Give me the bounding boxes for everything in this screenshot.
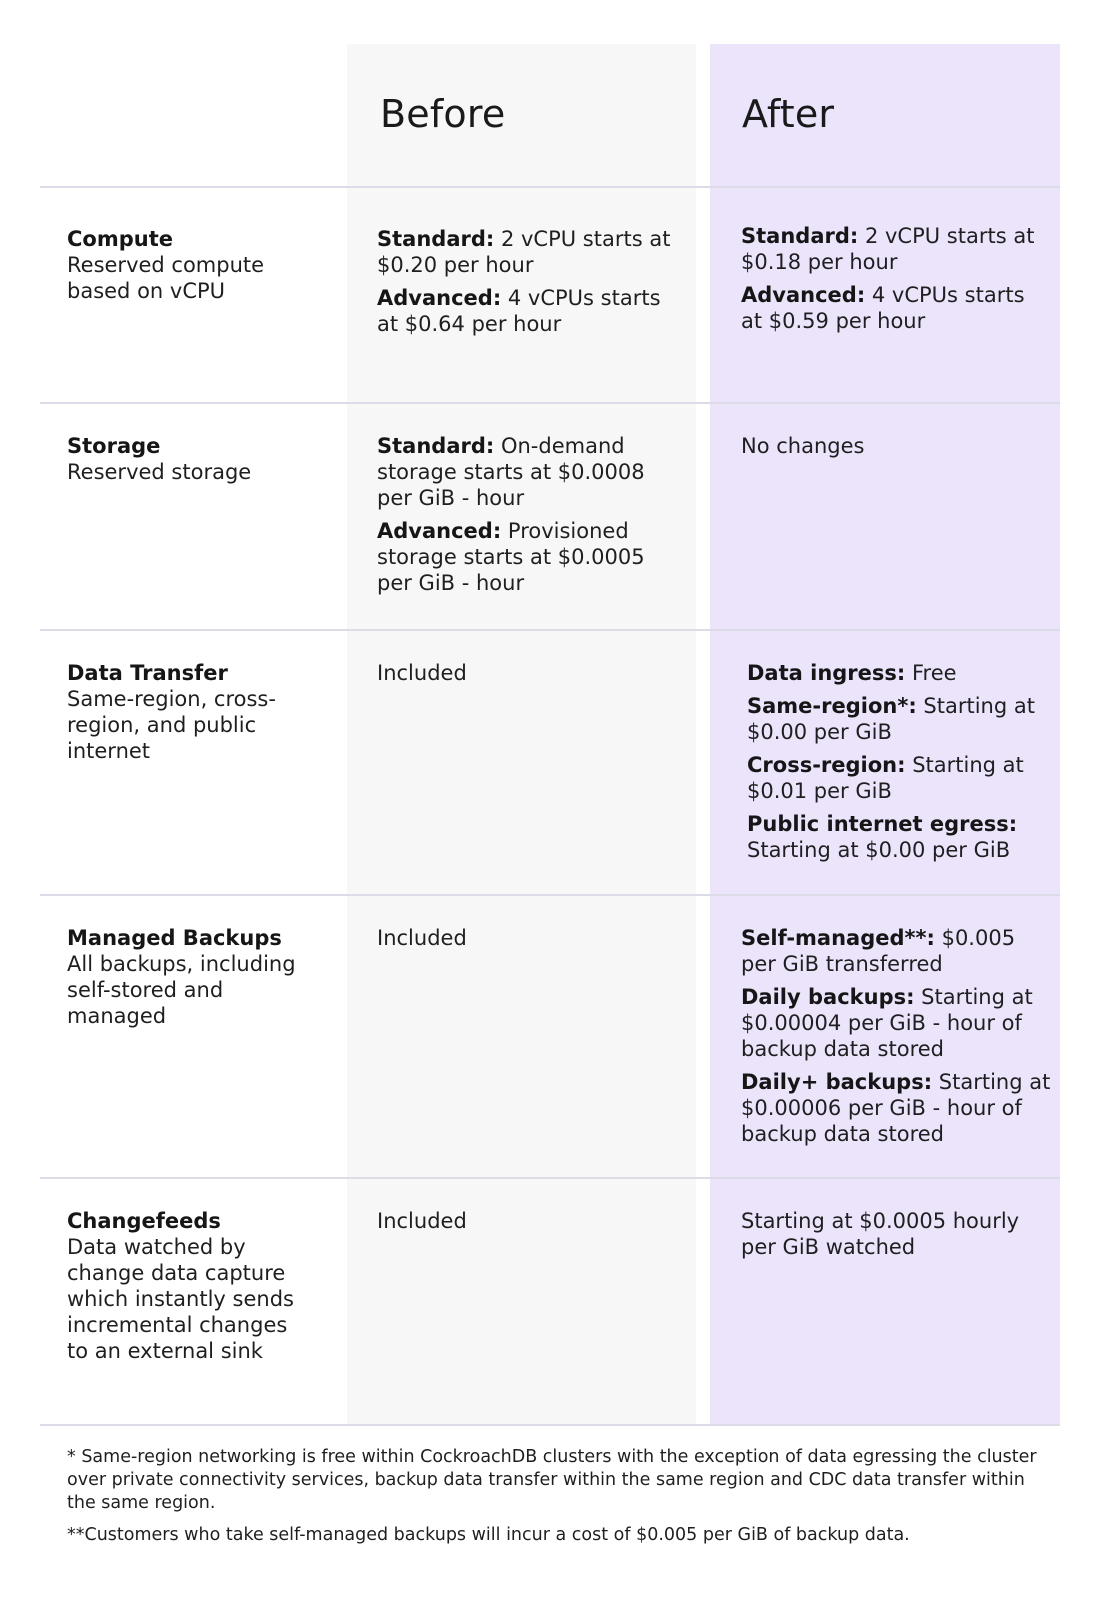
price-line: Same-region*: Starting at $0.00 per GiB bbox=[747, 693, 1047, 745]
after-cell-managed-backups: Self-managed**: $0.005 per GiB transferr… bbox=[741, 925, 1051, 1154]
price-label: Standard: bbox=[377, 227, 495, 251]
category-description: Reserved storage bbox=[67, 460, 252, 484]
price-label: Cross-region: bbox=[747, 753, 906, 777]
price-line: Standard: 2 vCPU starts at $0.20 per hou… bbox=[377, 226, 677, 278]
price-line: Included bbox=[377, 1208, 677, 1234]
price-line: Standard: 2 vCPU starts at $0.18 per hou… bbox=[741, 223, 1041, 275]
price-line: Cross-region: Starting at $0.01 per GiB bbox=[747, 752, 1047, 804]
price-line: No changes bbox=[741, 433, 1041, 459]
price-label: Public internet egress: bbox=[747, 812, 1018, 836]
before-cell-compute: Standard: 2 vCPU starts at $0.20 per hou… bbox=[377, 226, 677, 344]
category-description: Data watched by change data capture whic… bbox=[67, 1235, 294, 1363]
after-cell-data-transfer: Data ingress: Free Same-region*: Startin… bbox=[747, 660, 1047, 870]
price-text: Free bbox=[905, 661, 957, 685]
price-label: Daily+ backups: bbox=[741, 1070, 933, 1094]
price-text: Included bbox=[377, 1209, 467, 1233]
before-column-background bbox=[347, 44, 696, 1425]
category-description: Same-region, cross-region, and public in… bbox=[67, 687, 276, 763]
price-line: Advanced: Provisioned storage starts at … bbox=[377, 518, 677, 596]
footnote-same-region: * Same-region networking is free within … bbox=[67, 1447, 1037, 1513]
row-divider bbox=[40, 1177, 1060, 1179]
price-text: Starting at $0.01 per GiB bbox=[747, 753, 1024, 803]
price-text: Included bbox=[377, 926, 467, 950]
price-text: Included bbox=[377, 661, 467, 685]
price-line: Advanced: 4 vCPUs starts at $0.64 per ho… bbox=[377, 285, 677, 337]
after-cell-changefeeds: Starting at $0.0005 hourly per GiB watch… bbox=[741, 1208, 1041, 1267]
after-column-background bbox=[710, 44, 1060, 1425]
after-cell-storage: No changes bbox=[741, 433, 1041, 466]
category-cell-managed-backups: Managed Backups All backups, including s… bbox=[67, 925, 317, 1029]
row-divider bbox=[40, 894, 1060, 896]
price-label: Advanced: bbox=[377, 519, 502, 543]
price-line: Public internet egress: Starting at $0.0… bbox=[747, 811, 1047, 863]
price-label: Daily backups: bbox=[741, 985, 915, 1009]
price-text: No changes bbox=[741, 434, 865, 458]
price-label: Same-region*: bbox=[747, 694, 917, 718]
price-line: Advanced: 4 vCPUs starts at $0.59 per ho… bbox=[741, 282, 1041, 334]
price-line: Starting at $0.0005 hourly per GiB watch… bbox=[741, 1208, 1041, 1260]
price-text: Starting at $0.00006 per GiB - hour of b… bbox=[741, 1070, 1051, 1146]
price-line: Included bbox=[377, 660, 677, 686]
after-cell-compute: Standard: 2 vCPU starts at $0.18 per hou… bbox=[741, 223, 1041, 341]
price-text: Starting at $0.00 per GiB bbox=[747, 694, 1035, 744]
price-text: On-demand storage starts at $0.0008 per … bbox=[377, 434, 645, 510]
price-line: Self-managed**: $0.005 per GiB transferr… bbox=[741, 925, 1051, 977]
before-cell-data-transfer: Included bbox=[377, 660, 677, 693]
price-text: Provisioned storage starts at $0.0005 pe… bbox=[377, 519, 645, 595]
row-divider bbox=[40, 629, 1060, 631]
before-cell-changefeeds: Included bbox=[377, 1208, 677, 1241]
price-label: Self-managed**: bbox=[741, 926, 935, 950]
price-text: Starting at $0.00004 per GiB - hour of b… bbox=[741, 985, 1033, 1061]
price-line: Daily+ backups: Starting at $0.00006 per… bbox=[741, 1069, 1051, 1147]
category-description: All backups, including self-stored and m… bbox=[67, 952, 296, 1028]
row-divider bbox=[40, 1424, 1060, 1426]
category-cell-changefeeds: Changefeeds Data watched by change data … bbox=[67, 1208, 302, 1364]
price-line: Data ingress: Free bbox=[747, 660, 1047, 686]
price-label: Standard: bbox=[741, 224, 859, 248]
price-line: Standard: On-demand storage starts at $0… bbox=[377, 433, 677, 511]
price-line: Daily backups: Starting at $0.00004 per … bbox=[741, 984, 1051, 1062]
before-cell-storage: Standard: On-demand storage starts at $0… bbox=[377, 433, 677, 603]
row-divider bbox=[40, 402, 1060, 404]
price-label: Advanced: bbox=[377, 286, 502, 310]
price-text: 4 vCPUs starts at $0.64 per hour bbox=[377, 286, 661, 336]
category-title: Managed Backups bbox=[67, 926, 282, 950]
category-title: Changefeeds bbox=[67, 1209, 221, 1233]
price-text: 2 vCPU starts at $0.18 per hour bbox=[741, 224, 1035, 274]
price-text: Starting at $0.00 per GiB bbox=[747, 838, 1011, 862]
category-cell-storage: Storage Reserved storage bbox=[67, 433, 317, 485]
category-title: Storage bbox=[67, 434, 161, 458]
price-text: Starting at $0.0005 hourly per GiB watch… bbox=[741, 1209, 1020, 1259]
before-column-header: Before bbox=[380, 92, 506, 136]
before-cell-managed-backups: Included bbox=[377, 925, 677, 958]
category-cell-compute: Compute Reserved compute based on vCPU bbox=[67, 226, 317, 304]
footnote-self-managed-backups: **Customers who take self-managed backup… bbox=[67, 1525, 910, 1545]
category-description: Reserved compute based on vCPU bbox=[67, 253, 265, 303]
price-text: $0.005 per GiB transferred bbox=[741, 926, 1016, 976]
footnotes: * Same-region networking is free within … bbox=[67, 1446, 1057, 1556]
price-label: Data ingress: bbox=[747, 661, 906, 685]
price-label: Advanced: bbox=[741, 283, 866, 307]
row-divider bbox=[40, 186, 1060, 188]
price-text: 2 vCPU starts at $0.20 per hour bbox=[377, 227, 671, 277]
price-text: 4 vCPUs starts at $0.59 per hour bbox=[741, 283, 1025, 333]
category-title: Data Transfer bbox=[67, 661, 228, 685]
category-title: Compute bbox=[67, 227, 173, 251]
price-label: Standard: bbox=[377, 434, 495, 458]
price-line: Included bbox=[377, 925, 677, 951]
category-cell-data-transfer: Data Transfer Same-region, cross-region,… bbox=[67, 660, 317, 764]
after-column-header: After bbox=[742, 92, 835, 136]
